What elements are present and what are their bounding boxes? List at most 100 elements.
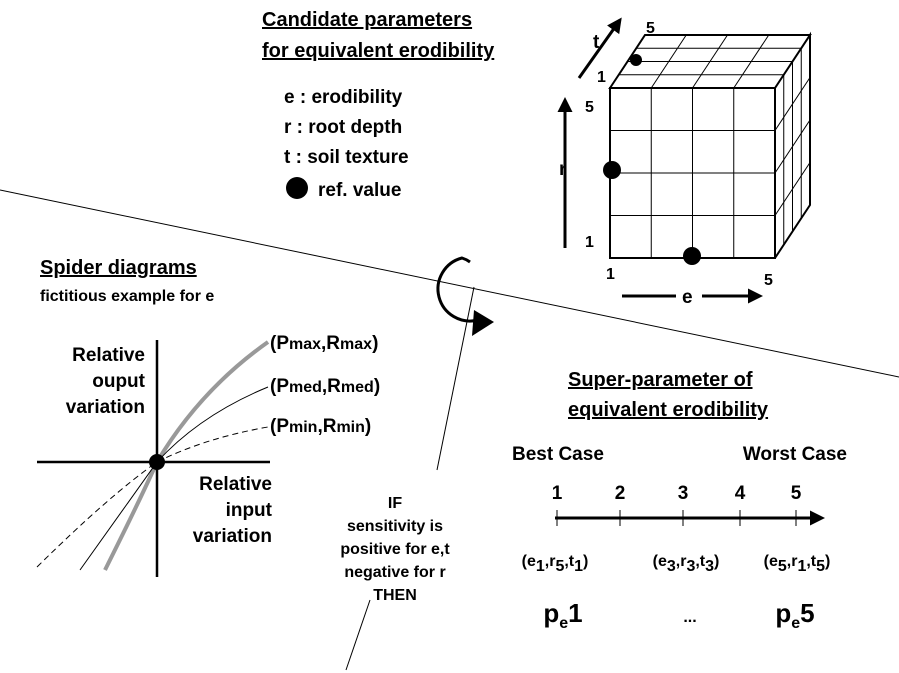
axis-tick: 5 — [646, 20, 655, 37]
label-part: ,R — [317, 416, 336, 437]
divider — [345, 599, 371, 671]
label: (Pmax,Rmax) — [270, 333, 378, 354]
label-part: ) — [825, 553, 830, 570]
t-axis — [577, 17, 622, 79]
x-label: input — [226, 500, 273, 521]
axis-tick: 1 — [597, 69, 606, 86]
label-part: ,t — [806, 553, 816, 570]
divider — [0, 189, 899, 378]
subscript: med — [341, 379, 374, 396]
rule-text: sensitivity is — [347, 518, 443, 535]
label: (e3,r3,t3) — [653, 553, 720, 575]
label-part: ... — [683, 609, 696, 626]
axis-tick: 1 — [606, 266, 615, 283]
label-part: ,r — [545, 553, 556, 570]
subscript: med — [289, 379, 322, 396]
label-part: (e — [764, 553, 778, 570]
curve-min — [36, 426, 269, 568]
label-part: ,t — [695, 553, 705, 570]
cube — [608, 31, 812, 259]
label-part: (P — [270, 416, 289, 437]
axis-tick: 5 — [585, 99, 594, 116]
y-label: ouput — [92, 371, 145, 392]
label: (Pmin,Rmin) — [270, 416, 371, 437]
label-part: (P — [270, 376, 289, 397]
label-part: p — [775, 598, 791, 628]
rank: 1 — [552, 483, 563, 504]
subscript: min — [289, 419, 317, 436]
axis-tick: 5 — [764, 272, 773, 289]
x-label: Relative — [199, 474, 272, 495]
subscript: 1 — [797, 558, 806, 575]
legend-item: e : erodibility — [284, 87, 403, 108]
label-part: (e — [522, 553, 536, 570]
subscript: e — [791, 615, 800, 632]
subscript: max — [289, 336, 321, 353]
rule-text: negative for r — [344, 564, 445, 581]
label-part: ) — [365, 416, 371, 437]
legend-item: t : soil texture — [284, 147, 409, 168]
label: (Pmed,Rmed) — [270, 376, 380, 397]
subscript: 5 — [778, 558, 787, 575]
title: equivalent erodibility — [568, 399, 769, 421]
subscript: 3 — [667, 558, 676, 575]
param: pe1 — [543, 598, 582, 632]
label-part: ) — [583, 553, 588, 570]
label-part: 5 — [800, 598, 814, 628]
ref-dot — [683, 247, 701, 265]
grid-line — [774, 162, 811, 216]
subscript: 5 — [816, 558, 825, 575]
rank: 5 — [791, 483, 802, 504]
worst-label: Worst Case — [743, 444, 847, 465]
label-part: p — [543, 598, 559, 628]
rank: 3 — [678, 483, 689, 504]
axis-label: e — [682, 287, 693, 308]
label-part: 1 — [568, 598, 582, 628]
ref-dot — [603, 161, 621, 179]
subscript: 3 — [686, 558, 695, 575]
label-part: ) — [372, 333, 378, 354]
label-part: ) — [374, 376, 380, 397]
subscript: 5 — [555, 558, 564, 575]
rule-text: IF — [388, 495, 402, 512]
label-part: ) — [714, 553, 719, 570]
y-label: variation — [66, 397, 145, 418]
cycle-arrowhead — [472, 310, 494, 336]
subscript: e — [559, 615, 568, 632]
label-part: ,R — [322, 376, 341, 397]
rank: 2 — [615, 483, 626, 504]
axis-label: t — [593, 32, 600, 53]
label-part: ,r — [787, 553, 798, 570]
legend-item: r : root depth — [284, 117, 402, 138]
subtitle: fictitious example for e — [40, 288, 214, 305]
axis-gap — [676, 284, 702, 308]
label: (e5,r1,t5) — [764, 553, 831, 575]
param: ... — [683, 609, 696, 626]
label-part: ,R — [321, 333, 340, 354]
label-part: (e — [653, 553, 667, 570]
legend-dot — [286, 177, 308, 199]
divider — [436, 286, 475, 471]
title: Spider diagrams — [40, 257, 197, 279]
title: Candidate parameters — [262, 9, 472, 31]
label-part: (P — [270, 333, 289, 354]
y-label: Relative — [72, 345, 145, 366]
cycle-arrow — [436, 256, 479, 323]
subscript: min — [336, 419, 364, 436]
label: (e1,r5,t1) — [522, 553, 589, 575]
subscript: max — [340, 336, 372, 353]
subscript: 1 — [536, 558, 545, 575]
title: Super-parameter of — [568, 369, 753, 391]
rank: 4 — [735, 483, 746, 504]
best-label: Best Case — [512, 444, 604, 465]
title: for equivalent erodibility — [262, 40, 495, 62]
label-part: ,t — [564, 553, 574, 570]
x-label: variation — [193, 526, 272, 547]
subscript: 3 — [705, 558, 714, 575]
label-part: ,r — [676, 553, 687, 570]
rule-text: THEN — [373, 587, 417, 604]
grid-line — [733, 34, 770, 89]
subscript: 1 — [574, 558, 583, 575]
